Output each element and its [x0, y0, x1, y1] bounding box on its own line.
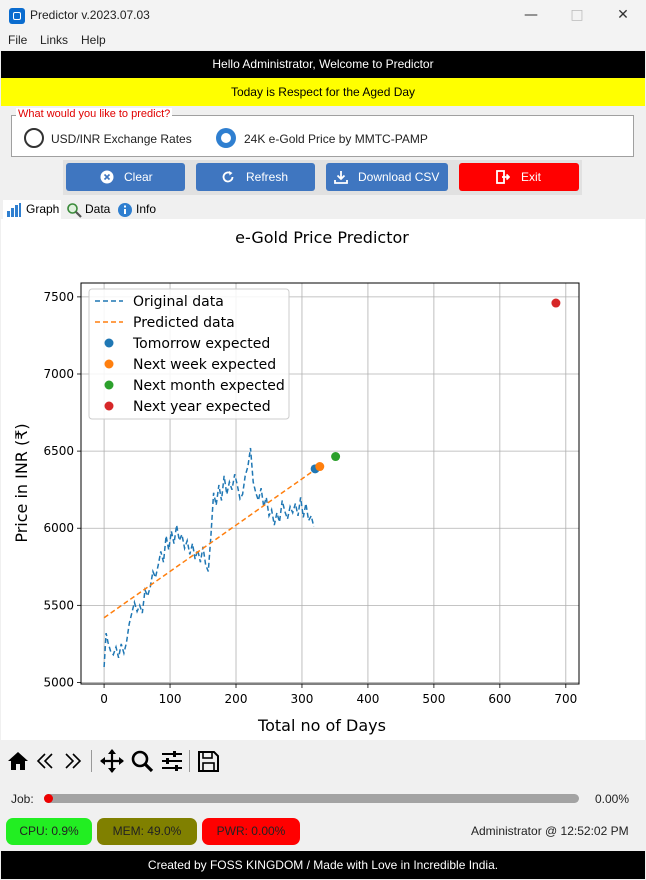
- minimize-button[interactable]: —: [524, 7, 538, 23]
- tab-data-label: Data: [85, 202, 111, 216]
- menu-links[interactable]: Links: [40, 33, 69, 47]
- zoom-icon[interactable]: [129, 748, 155, 774]
- chart-legend: Original data Predicted data Tomorrow expe…: [88, 288, 290, 420]
- pan-move-icon[interactable]: [99, 748, 125, 774]
- maximize-button[interactable]: □: [570, 7, 584, 23]
- y-tick-label: 6500: [43, 444, 74, 458]
- radio-usd-inr-label[interactable]: USD/INR Exchange Rates: [51, 132, 192, 146]
- mem-badge: MEM: 49.0%: [97, 818, 197, 845]
- x-axis-label: Total no of Days: [257, 716, 386, 735]
- configure-subplots-icon[interactable]: [159, 748, 185, 774]
- exit-button[interactable]: Exit: [459, 163, 579, 191]
- chart-axes-frame: [80, 282, 580, 685]
- footer-credits: Created by FOSS KINGDOM / Made with Love…: [1, 851, 645, 879]
- x-tick-label: 0: [100, 692, 108, 706]
- menu-help[interactable]: Help: [81, 33, 106, 47]
- user-time: Administrator @ 12:52:02 PM: [471, 824, 629, 838]
- download-icon: [334, 171, 348, 184]
- day-banner: Today is Respect for the Aged Day: [1, 78, 645, 106]
- cpu-badge: CPU: 0.9%: [6, 818, 92, 845]
- pwr-badge: PWR: 0.00%: [202, 818, 300, 845]
- clear-button[interactable]: Clear: [66, 163, 185, 191]
- exit-door-icon: [496, 170, 510, 184]
- window-title: Predictor v.2023.07.03: [30, 8, 150, 22]
- forward-arrow-icon[interactable]: [59, 748, 85, 774]
- legend-label: Tomorrow expected: [132, 336, 270, 352]
- y-tick-label: 7000: [43, 367, 74, 381]
- legend-label: Predicted data: [133, 315, 235, 331]
- download-csv-button[interactable]: Download CSV: [326, 163, 448, 191]
- bar-chart-icon: [7, 203, 21, 217]
- download-csv-button-label: Download CSV: [358, 170, 440, 184]
- info-icon: [118, 203, 132, 217]
- tab-info[interactable]: Info: [114, 200, 160, 219]
- home-icon[interactable]: [5, 748, 31, 774]
- series-line-original: [103, 447, 315, 668]
- x-tick-label: 700: [554, 692, 577, 706]
- y-tick-label: 5500: [43, 598, 74, 612]
- chart-ticks: 0 100 200 300 400 500 600 700 5000 5500 6000 6500 70…: [43, 290, 577, 706]
- radio-egold[interactable]: [216, 128, 236, 148]
- predict-groupbox: [11, 115, 634, 157]
- app-icon: [9, 8, 25, 24]
- x-tick-label: 400: [356, 692, 379, 706]
- close-button[interactable]: ✕: [617, 7, 629, 23]
- y-tick-label: 6000: [43, 521, 74, 535]
- legend-label: Next week expected: [133, 357, 276, 373]
- plot-pane: e-Gold Price Predictor 0 100 200 300 400 500 6…: [1, 219, 645, 740]
- legend-box: [88, 288, 290, 420]
- job-label: Job:: [11, 792, 34, 806]
- chart-plot-area: [103, 298, 561, 668]
- legend-swatch: [104, 338, 114, 348]
- x-tick-label: 100: [159, 692, 182, 706]
- y-tick-label: 7500: [43, 290, 74, 304]
- tab-data[interactable]: Data: [63, 200, 113, 219]
- y-axis-label: Price in INR (₹): [12, 423, 31, 542]
- series-line-predicted: [103, 468, 316, 619]
- back-arrow-icon[interactable]: [33, 748, 59, 774]
- x-tick-label: 500: [422, 692, 445, 706]
- refresh-icon: [222, 171, 234, 183]
- price-chart: e-Gold Price Predictor 0 100 200 300 400 500 6…: [12, 228, 580, 735]
- x-tick-label: 600: [488, 692, 511, 706]
- welcome-banner: Hello Administrator, Welcome to Predicto…: [1, 51, 645, 78]
- x-tick-label: 300: [291, 692, 314, 706]
- toolbar-separator: [189, 750, 190, 772]
- magnifier-icon: [67, 203, 82, 218]
- close-circle-icon: [100, 170, 114, 184]
- point-next-year-expected: [551, 298, 561, 308]
- title-bar: Predictor v.2023.07.03 — □ ✕: [0, 0, 646, 30]
- legend-swatch: [104, 359, 114, 369]
- menu-file[interactable]: File: [8, 33, 28, 47]
- legend-swatch: [104, 401, 114, 411]
- menu-bar: File Links Help: [0, 30, 646, 50]
- refresh-button[interactable]: Refresh: [196, 163, 315, 191]
- predict-group-legend: What would you like to predict?: [16, 108, 173, 120]
- exit-button-label: Exit: [521, 170, 542, 184]
- y-tick-label: 5000: [43, 675, 74, 689]
- legend-label: Next month expected: [133, 378, 285, 394]
- toolbar-separator: [91, 750, 92, 772]
- refresh-button-label: Refresh: [246, 170, 289, 184]
- job-progress-bar: [44, 794, 579, 803]
- tab-graph-label: Graph: [26, 202, 60, 216]
- clear-button-label: Clear: [124, 170, 153, 184]
- chart-title: e-Gold Price Predictor: [235, 228, 409, 247]
- tab-graph[interactable]: Graph: [3, 200, 61, 219]
- x-tick-label: 200: [225, 692, 248, 706]
- tab-info-label: Info: [136, 202, 157, 216]
- plot-toolbar: [1, 740, 645, 784]
- radio-usd-inr[interactable]: [24, 128, 44, 148]
- save-icon[interactable]: [195, 748, 221, 774]
- point-next-month-expected: [331, 452, 341, 462]
- legend-label: Original data: [133, 294, 224, 310]
- legend-label: Next year expected: [133, 399, 271, 415]
- job-progress-knob: [44, 794, 53, 803]
- job-progress-percent: 0.00%: [595, 792, 630, 806]
- radio-egold-label[interactable]: 24K e-Gold Price by MMTC-PAMP: [244, 132, 428, 146]
- legend-swatch: [104, 380, 114, 390]
- point-next-week-expected: [315, 462, 325, 472]
